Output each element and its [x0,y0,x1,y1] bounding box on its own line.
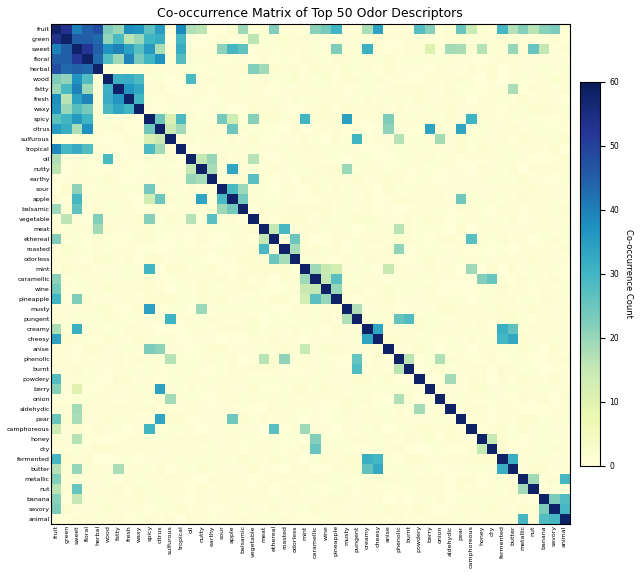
Title: Co-occurrence Matrix of Top 50 Odor Descriptors: Co-occurrence Matrix of Top 50 Odor Desc… [157,7,463,20]
Y-axis label: Co-occurrence Count: Co-occurrence Count [624,229,633,319]
